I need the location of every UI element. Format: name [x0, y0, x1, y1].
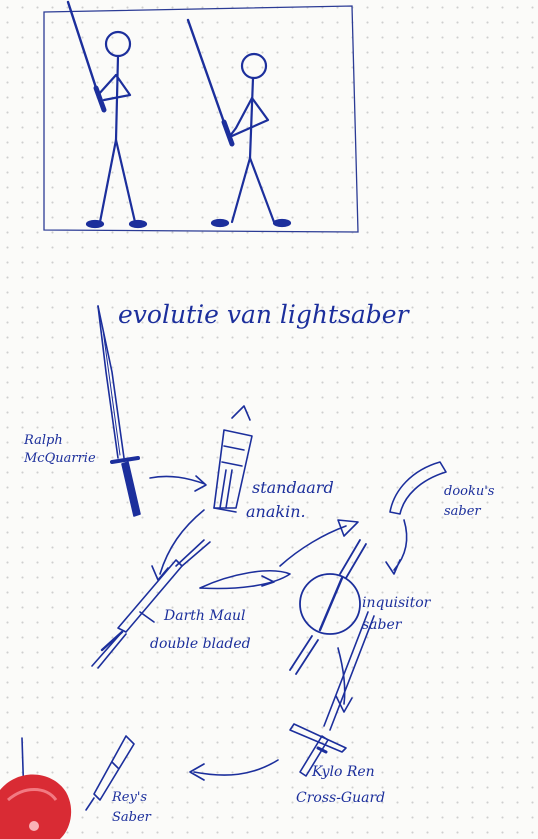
stick-figure-right — [186, 18, 292, 228]
label-rey-saber: Rey's Saber — [112, 790, 151, 825]
comic-panel — [43, 5, 359, 233]
stick-figure-left — [66, 0, 148, 229]
arrow-4 — [199, 570, 291, 590]
label-ralph-mcquarrie: Ralph McQuarrie — [24, 433, 96, 466]
label-darth-maul: Darth Maul — [164, 608, 246, 624]
ralph-mcquarrie-saber — [97, 305, 141, 517]
inquisitor-saber — [289, 539, 367, 675]
red-pen-cap — [0, 774, 72, 839]
label-double-bladed: double bladed — [150, 636, 251, 652]
label-cross-guard: Cross-Guard — [296, 790, 386, 806]
label-dooku-saber: dooku's saber — [444, 484, 495, 519]
arrow-5 — [335, 647, 353, 713]
anakin-saber — [213, 405, 253, 513]
arrow-6 — [189, 759, 279, 781]
label-inquisitor-saber: inquisitor saber — [362, 595, 431, 633]
arrow-2 — [279, 519, 359, 567]
label-anakin: anakin. — [246, 502, 306, 521]
darth-maul-saber — [91, 539, 211, 669]
page-heading: evolutie van lightsaber — [118, 300, 409, 329]
label-kylo-ren: Kylo Ren — [312, 764, 375, 780]
label-standaard: standaard — [252, 478, 334, 497]
arrow-1 — [149, 475, 207, 492]
kylo-ren-saber — [289, 611, 375, 777]
dooku-saber — [385, 461, 447, 575]
